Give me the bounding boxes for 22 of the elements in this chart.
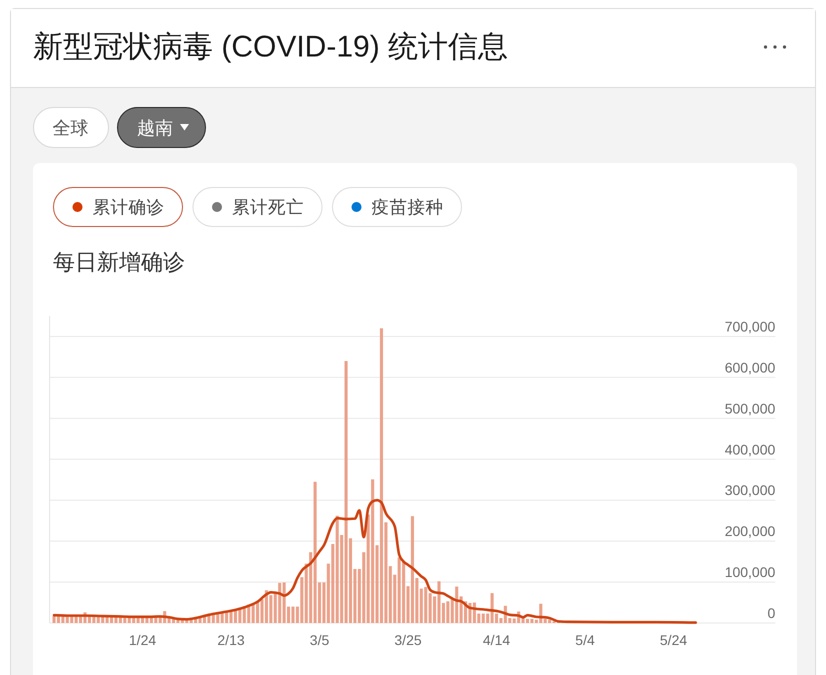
x-tick-label: 5/4 <box>575 632 595 648</box>
y-tick-label: 100,000 <box>724 564 776 580</box>
y-tick-label: 0 <box>768 605 776 621</box>
x-tick-label: 5/24 <box>660 632 688 648</box>
text: 累计死亡 <box>232 197 304 217</box>
x-tick-label: 4/14 <box>482 632 510 648</box>
x-tick-label: 1/24 <box>128 632 156 648</box>
y-tick-label: 500,000 <box>724 400 776 416</box>
y-tick-label: 300,000 <box>724 482 776 498</box>
chart-subtitle: 每日新增确诊 <box>53 250 185 274</box>
y-tick-label: 400,000 <box>724 441 776 458</box>
y-tick-label: 600,000 <box>724 359 776 376</box>
y-tick-label: 700,000 <box>724 318 776 334</box>
y-tick-label: 200,000 <box>724 523 776 540</box>
chart-title: 新型冠状病毒 (COVID-19) 统计信息 <box>33 30 508 64</box>
text: 疫苗接种 <box>372 197 444 217</box>
text: 累计确诊 <box>92 197 164 217</box>
text: 越南 <box>137 118 173 138</box>
x-tick-label: 3/25 <box>394 632 422 648</box>
x-tick-label: 2/13 <box>217 632 245 648</box>
x-tick-label: 3/5 <box>310 632 330 648</box>
text: 全球 <box>52 118 88 138</box>
